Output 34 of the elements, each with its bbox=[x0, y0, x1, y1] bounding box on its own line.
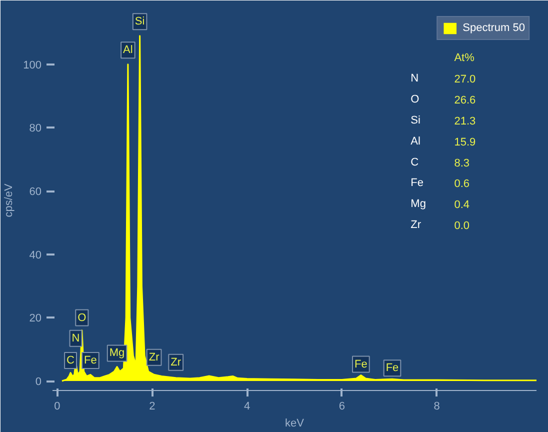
annotation: C bbox=[66, 354, 75, 366]
text: Fe 0.6 bbox=[410, 177, 470, 190]
annotation: Zr bbox=[148, 351, 160, 364]
annotation: Fe bbox=[386, 362, 399, 374]
y-tick-label: 0 bbox=[35, 376, 42, 388]
x-tick-label: 8 bbox=[434, 400, 440, 412]
x-tick-label: 2 bbox=[149, 400, 156, 412]
annotation: Mg bbox=[109, 347, 125, 360]
x-tick-label: 0 bbox=[54, 400, 60, 412]
y-axis-title: cps/eV bbox=[3, 183, 16, 218]
annotation: O bbox=[78, 312, 87, 324]
legend-label: Spectrum 50 bbox=[462, 22, 525, 34]
annotation: Al bbox=[123, 44, 133, 56]
text: C 8.3 bbox=[410, 156, 470, 170]
y-tick-label: 40 bbox=[29, 249, 42, 262]
x-tick-label: 4 bbox=[244, 400, 250, 412]
text: Mg 0.4 bbox=[410, 198, 470, 212]
annotation: At% bbox=[454, 52, 475, 64]
annotation: Fe bbox=[84, 354, 97, 366]
y-tick-label: 100 bbox=[23, 59, 42, 72]
annotation: N bbox=[72, 332, 80, 344]
y-tick-label: 80 bbox=[29, 122, 42, 135]
text: Zr 0.0 bbox=[410, 219, 470, 232]
x-tick-label: 6 bbox=[338, 400, 346, 412]
text: Si 21.3 bbox=[410, 114, 476, 128]
text: N 27.0 bbox=[410, 72, 476, 86]
x-axis-title: keV bbox=[285, 418, 305, 430]
annotation: Fe bbox=[354, 358, 368, 370]
text: O 26.6 bbox=[410, 94, 476, 107]
annotation: Zr bbox=[170, 356, 182, 368]
text: Al 15.9 bbox=[410, 135, 476, 148]
annotation: Si bbox=[134, 16, 145, 28]
y-tick-label: 20 bbox=[29, 312, 42, 325]
y-tick-label: 60 bbox=[29, 186, 42, 198]
